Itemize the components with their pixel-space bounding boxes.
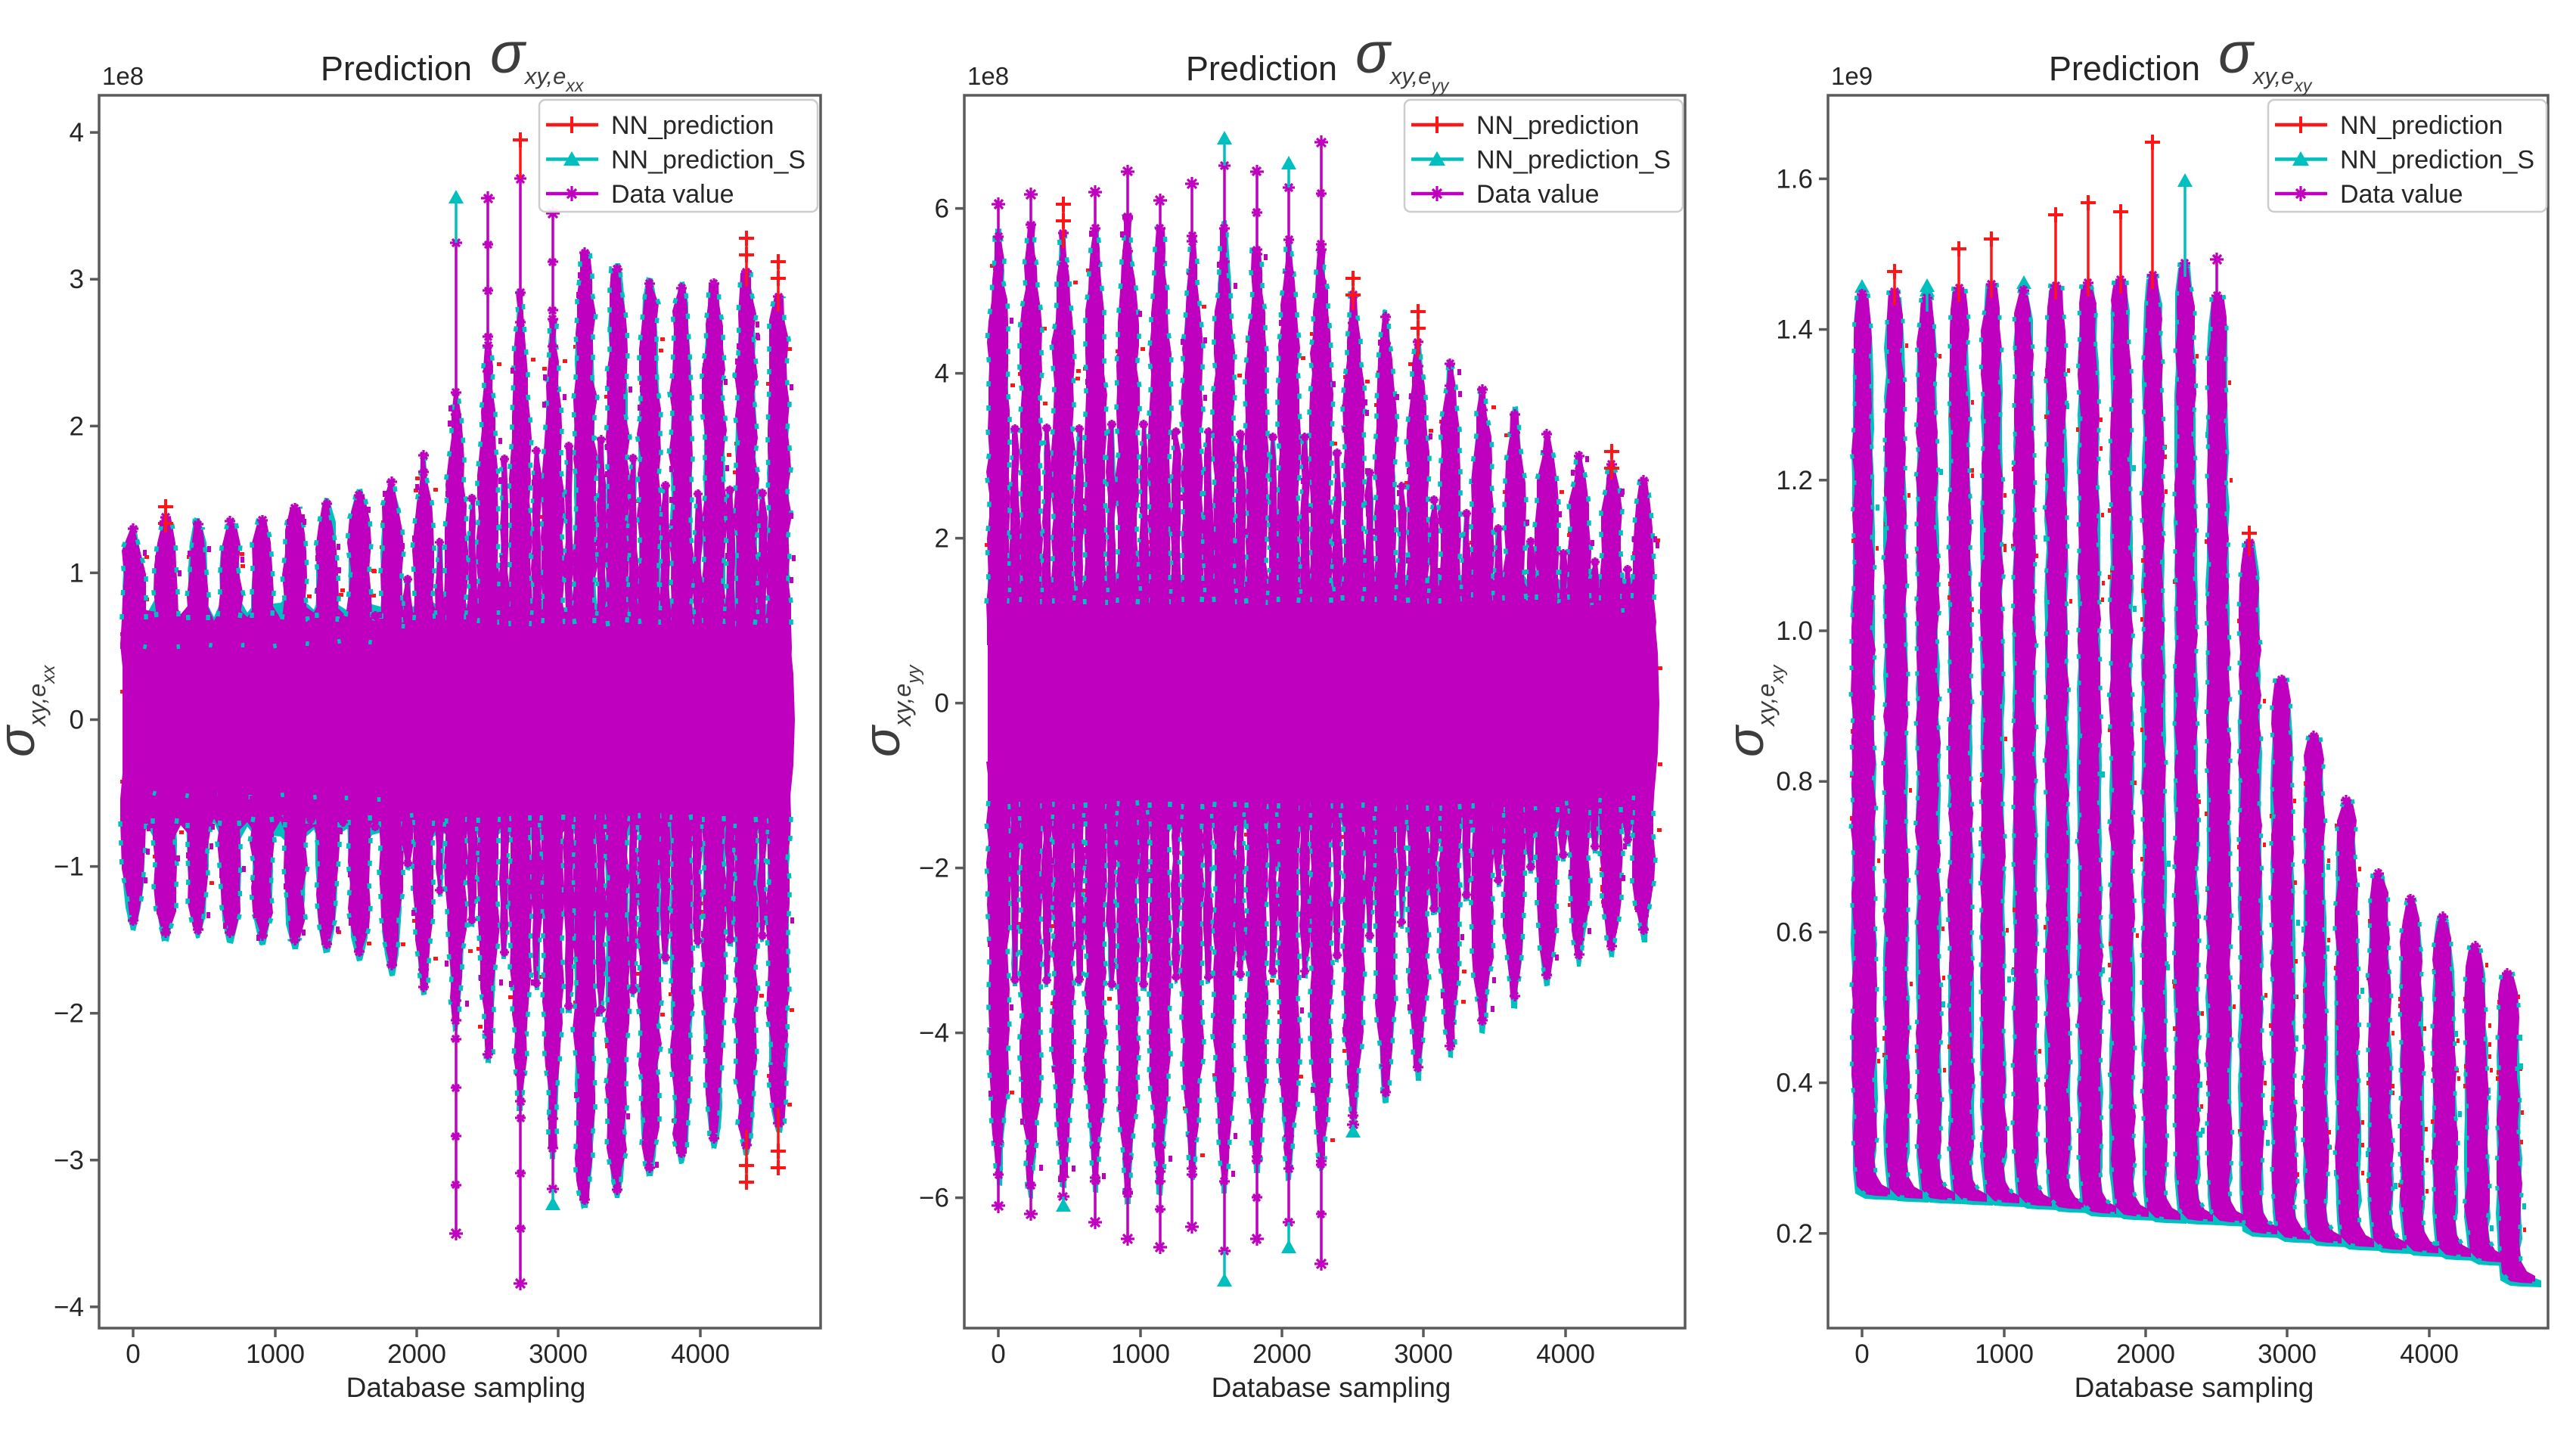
- svg-text:−4: −4: [54, 1293, 84, 1322]
- svg-text:Data value: Data value: [2340, 180, 2463, 209]
- svg-text:Data value: Data value: [1476, 180, 1600, 209]
- svg-text:0.2: 0.2: [1776, 1219, 1813, 1249]
- svg-text:3000: 3000: [1394, 1339, 1453, 1369]
- svg-text:−1: −1: [54, 852, 84, 882]
- svg-text:NN_prediction_S: NN_prediction_S: [611, 146, 805, 175]
- svg-text:1000: 1000: [1975, 1339, 2034, 1369]
- svg-text:0: 0: [935, 689, 949, 719]
- svg-text:1000: 1000: [1111, 1339, 1170, 1369]
- svg-text:2000: 2000: [1252, 1339, 1311, 1369]
- svg-text:2: 2: [935, 524, 949, 554]
- svg-text:−2: −2: [919, 854, 949, 883]
- svg-text:−4: −4: [919, 1019, 949, 1048]
- svg-text:NN_prediction_S: NN_prediction_S: [2340, 146, 2534, 175]
- svg-text:Database sampling: Database sampling: [346, 1372, 586, 1403]
- svg-text:0: 0: [991, 1339, 1005, 1369]
- svg-text:0.8: 0.8: [1776, 767, 1813, 796]
- svg-text:1e8: 1e8: [967, 62, 1009, 90]
- svg-text:0.6: 0.6: [1776, 917, 1813, 947]
- svg-text:Database sampling: Database sampling: [2075, 1372, 2314, 1403]
- svg-text:NN_prediction: NN_prediction: [611, 111, 774, 140]
- svg-text:Prediction: Prediction: [2049, 49, 2200, 88]
- svg-text:2000: 2000: [387, 1339, 446, 1369]
- svg-text:0: 0: [1854, 1339, 1869, 1369]
- svg-text:Database sampling: Database sampling: [1212, 1372, 1451, 1403]
- svg-text:1000: 1000: [246, 1339, 305, 1369]
- svg-text:3: 3: [70, 265, 84, 294]
- svg-text:0: 0: [70, 706, 84, 735]
- svg-text:σxy,exy: σxy,exy: [1717, 664, 1788, 757]
- svg-text:0: 0: [126, 1339, 140, 1369]
- svg-text:3000: 3000: [529, 1339, 588, 1369]
- svg-text:NN_prediction: NN_prediction: [1476, 111, 1639, 140]
- svg-text:2000: 2000: [2116, 1339, 2175, 1369]
- svg-text:NN_prediction_S: NN_prediction_S: [1476, 146, 1671, 175]
- svg-text:Data value: Data value: [611, 180, 734, 209]
- svg-text:Prediction: Prediction: [1186, 49, 1337, 88]
- svg-text:1.6: 1.6: [1776, 164, 1813, 194]
- svg-text:4: 4: [70, 118, 84, 147]
- svg-text:1e9: 1e9: [1831, 62, 1873, 90]
- svg-text:Prediction: Prediction: [321, 49, 472, 88]
- svg-text:1e8: 1e8: [102, 62, 144, 90]
- svg-text:4000: 4000: [671, 1339, 730, 1369]
- svg-text:3000: 3000: [2258, 1339, 2317, 1369]
- svg-text:4: 4: [935, 359, 949, 389]
- svg-text:NN_prediction: NN_prediction: [2340, 111, 2503, 140]
- svg-text:1.2: 1.2: [1776, 466, 1813, 495]
- svg-text:0.4: 0.4: [1776, 1069, 1813, 1098]
- svg-text:4000: 4000: [2400, 1339, 2459, 1369]
- svg-text:1: 1: [70, 558, 84, 588]
- svg-text:−3: −3: [54, 1146, 84, 1175]
- svg-text:−6: −6: [919, 1184, 949, 1213]
- svg-text:−2: −2: [54, 999, 84, 1029]
- svg-text:4000: 4000: [1536, 1339, 1595, 1369]
- svg-text:1.0: 1.0: [1776, 616, 1813, 646]
- svg-text:1.4: 1.4: [1776, 315, 1813, 345]
- svg-text:6: 6: [935, 194, 949, 224]
- svg-text:2: 2: [70, 411, 84, 441]
